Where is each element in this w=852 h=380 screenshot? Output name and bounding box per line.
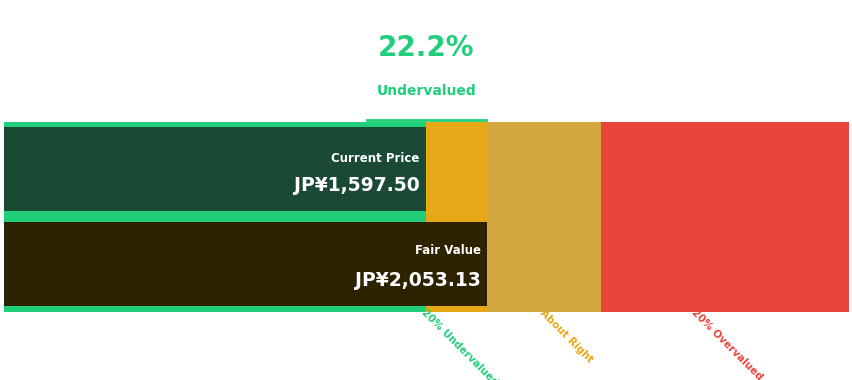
Bar — [4, 222, 486, 306]
Text: JP¥2,053.13: JP¥2,053.13 — [354, 271, 480, 290]
Text: 20% Undervalued: 20% Undervalued — [419, 308, 499, 380]
Bar — [4, 127, 426, 211]
Text: Current Price: Current Price — [331, 152, 419, 165]
Bar — [426, 122, 486, 312]
Bar — [601, 122, 848, 312]
Text: Fair Value: Fair Value — [414, 244, 480, 257]
Bar — [4, 122, 426, 312]
Text: Undervalued: Undervalued — [377, 84, 475, 98]
Text: JP¥1,597.50: JP¥1,597.50 — [294, 176, 419, 195]
Bar — [486, 122, 601, 312]
Text: 22.2%: 22.2% — [377, 34, 475, 62]
Text: About Right: About Right — [537, 308, 594, 364]
Text: 20% Overvalued: 20% Overvalued — [689, 308, 763, 380]
